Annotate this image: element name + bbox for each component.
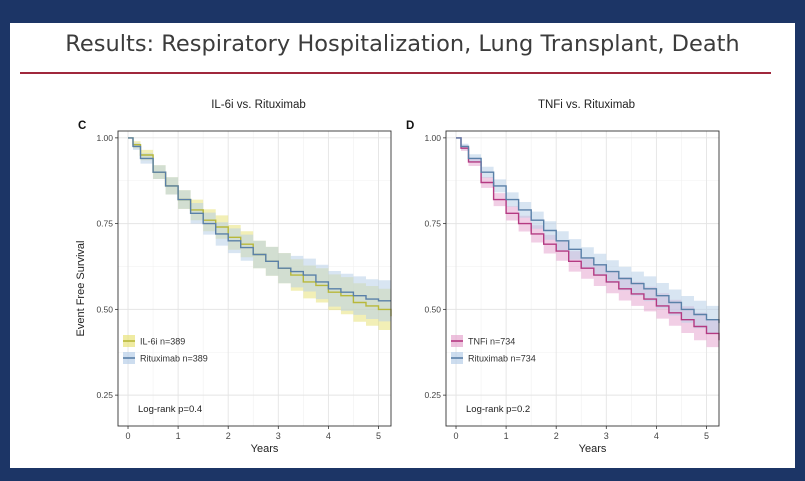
y-tick-label: 1.00 <box>424 133 441 143</box>
ci-band-series-1 <box>456 137 719 337</box>
x-tick-label: 3 <box>276 431 281 441</box>
legend-label: TNFi n=734 <box>468 337 515 347</box>
x-tick-label: 5 <box>704 431 709 441</box>
x-tick-label: 1 <box>176 431 181 441</box>
legend-label: Rituximab n=389 <box>140 354 208 364</box>
survival-curves <box>456 137 720 341</box>
confidence-bands <box>128 137 391 337</box>
y-tick-label: 0.25 <box>96 390 113 400</box>
y-axis-label: Event Free Survival <box>75 241 87 337</box>
x-tick-label: 0 <box>126 431 131 441</box>
legend: IL-6i n=389 Rituximab n=389 <box>123 335 208 364</box>
bottom-bar <box>0 468 805 481</box>
panel-label: C <box>78 120 86 132</box>
logrank-annotation: Log-rank p=0.2 <box>466 404 530 415</box>
x-tick-label: 4 <box>654 431 659 441</box>
x-tick-label: 2 <box>554 431 559 441</box>
x-tick-label: 2 <box>226 431 231 441</box>
y-tick-label: 0.75 <box>96 219 113 229</box>
x-tick-label: 3 <box>604 431 609 441</box>
chart-title: IL-6i vs. Rituximab <box>211 99 306 111</box>
x-axis-label: Years <box>251 443 279 455</box>
x-tick-label: 4 <box>326 431 331 441</box>
y-tick-label: 1.00 <box>96 133 113 143</box>
y-tick-label: 0.50 <box>96 304 113 314</box>
plot-border <box>117 130 392 427</box>
survival-curves <box>128 137 392 317</box>
x-tick-label: 5 <box>376 431 381 441</box>
confidence-bands <box>456 137 719 354</box>
ci-band-series-1 <box>128 137 391 322</box>
x-tick-label: 1 <box>504 431 509 441</box>
legend-label: Rituximab n=734 <box>468 354 536 364</box>
x-tick-label: 0 <box>454 431 459 441</box>
y-tick-label: 0.50 <box>424 304 441 314</box>
y-tick-label: 0.25 <box>424 390 441 400</box>
slide-title: Results: Respiratory Hospitalization, Lu… <box>65 31 740 57</box>
plot-border <box>445 130 720 427</box>
panel-label: D <box>406 120 414 132</box>
logrank-annotation: Log-rank p=0.4 <box>138 404 202 415</box>
legend: TNFi n=734 Rituximab n=734 <box>451 335 536 364</box>
survival-line-series-1 <box>128 137 391 302</box>
title-divider <box>20 72 771 74</box>
legend-label: IL-6i n=389 <box>140 337 185 347</box>
x-axis-label: Years <box>579 443 607 455</box>
survival-line-series-1 <box>456 137 720 324</box>
km-chart-il6i-vs-rituximab: 0 1 2 3 4 5 0.25 0.50 0.75 1.00 C IL-6i vs. Rituxim… <box>75 99 392 455</box>
km-chart-tnfi-vs-rituximab: 0 1 2 3 4 5 0.25 0.50 0.75 1.00 D TNFi vs. Rituxima… <box>406 99 720 455</box>
survival-line-series-0 <box>456 137 720 341</box>
y-tick-label: 0.75 <box>424 219 441 229</box>
chart-title: TNFi vs. Rituximab <box>538 99 635 111</box>
